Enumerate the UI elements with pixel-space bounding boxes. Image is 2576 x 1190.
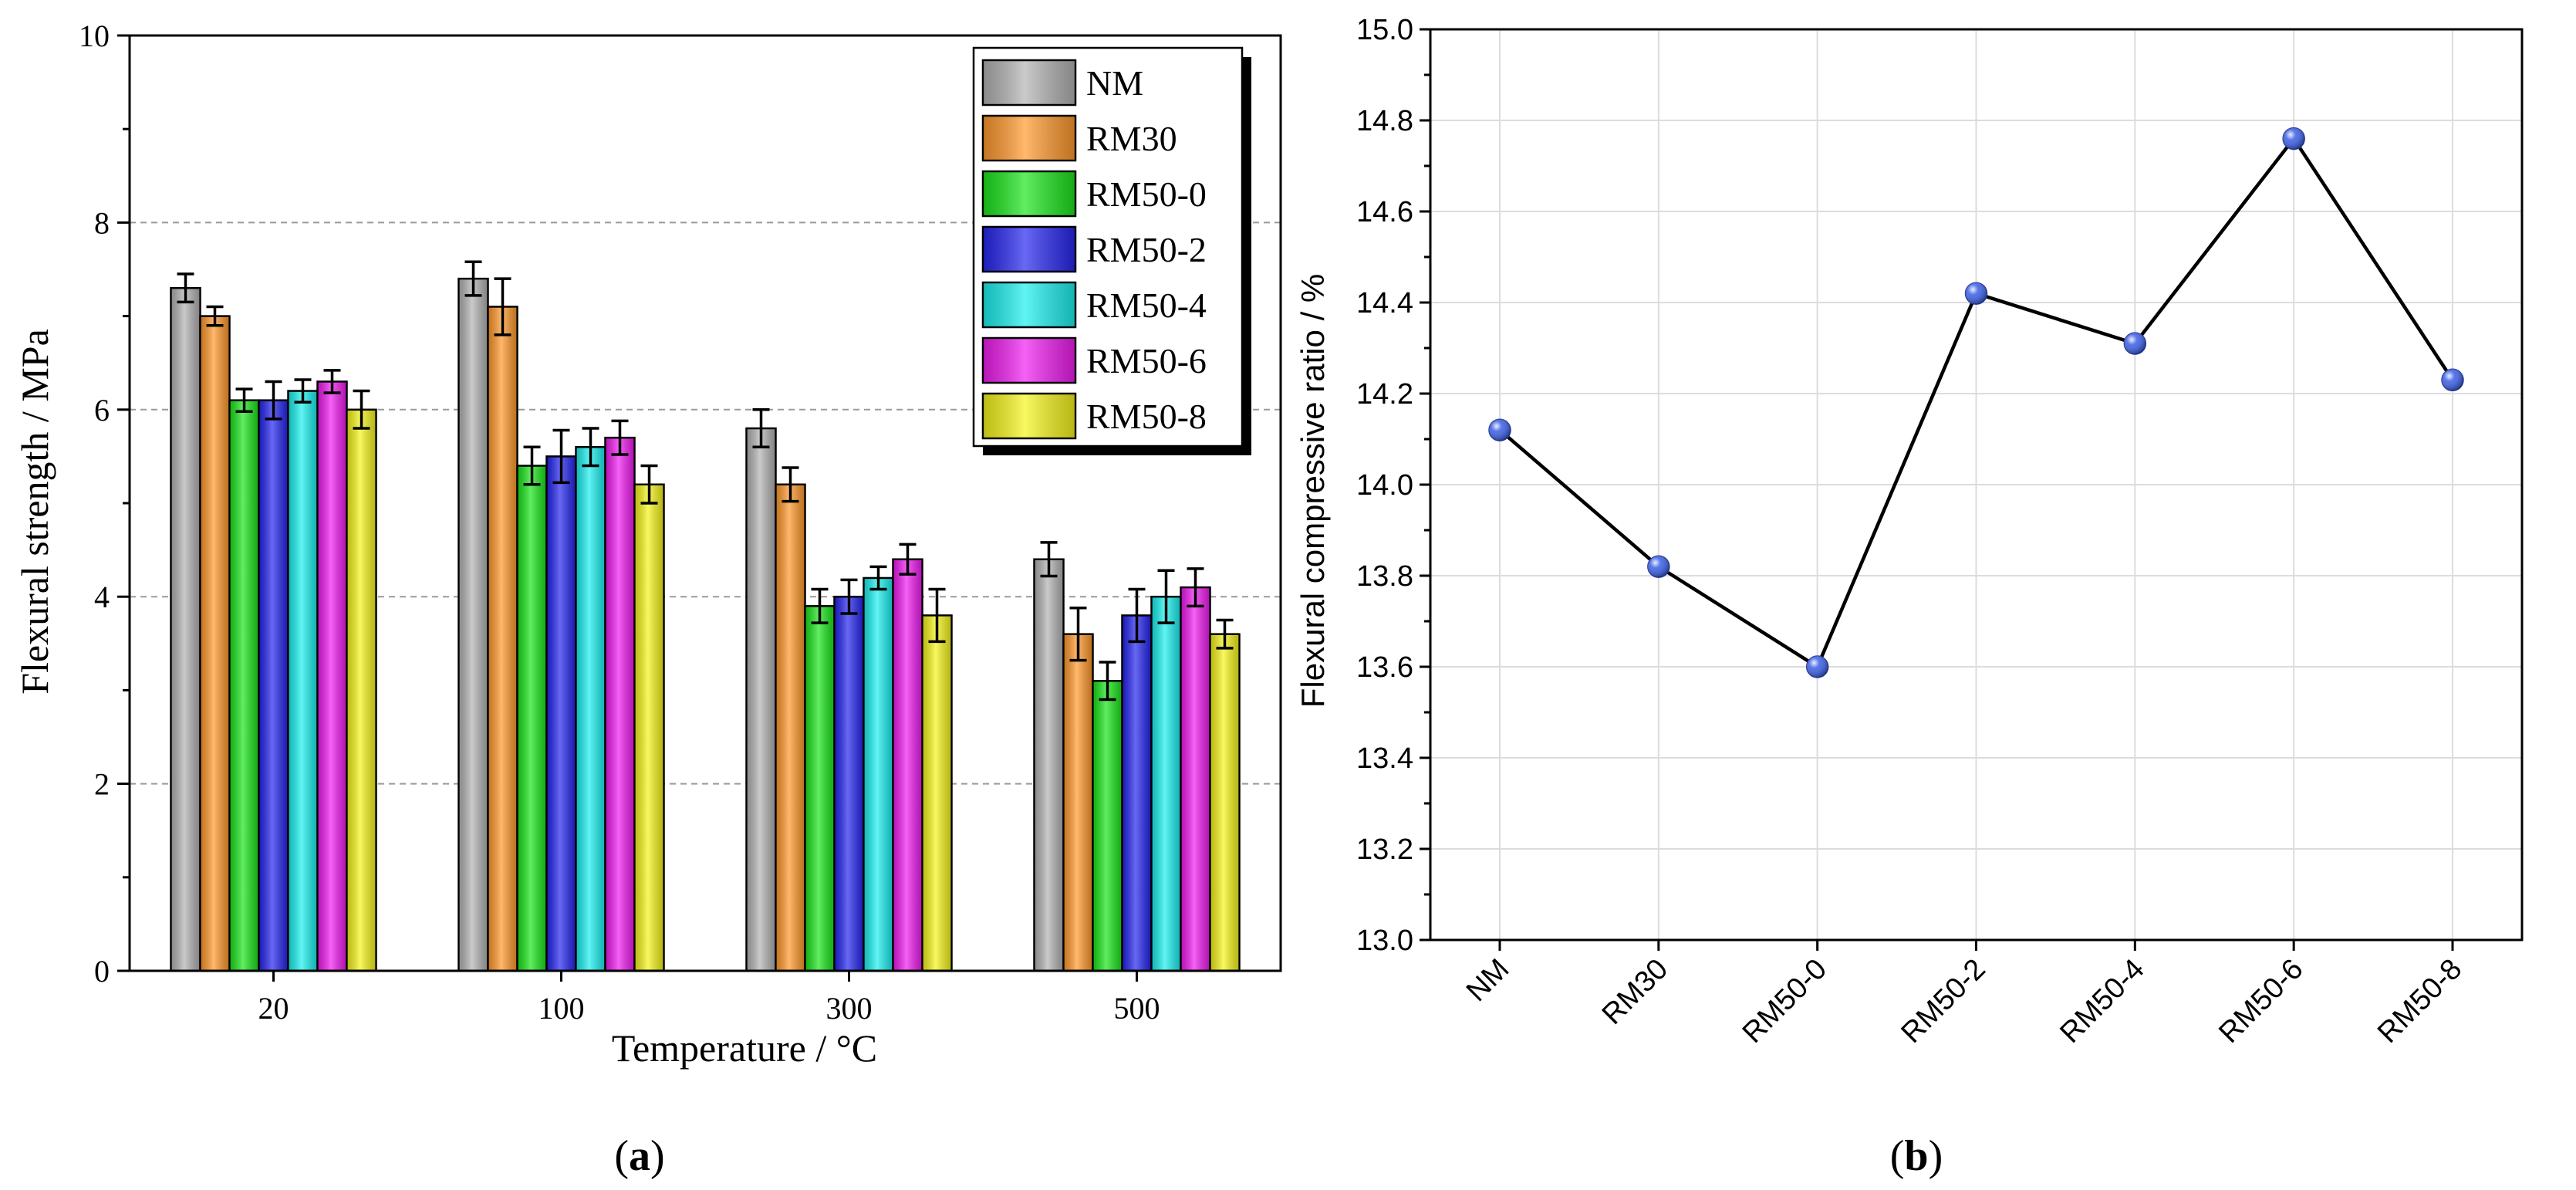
b-y-tick-label: 13.6 [1356, 651, 1413, 684]
a-bar-shade [231, 401, 258, 970]
b-y-tick-label: 14.6 [1356, 196, 1413, 228]
a-bar-shade [923, 616, 950, 970]
a-legend-swatch-shade [984, 339, 1075, 382]
a-bar-shade [260, 401, 287, 970]
a-x-tick-label: 20 [258, 991, 289, 1026]
b-point-highlight [2442, 369, 2463, 391]
a-legend-swatch-shade [984, 172, 1075, 215]
b-x-tick-label: RM50-6 [2213, 953, 2309, 1050]
a-bar-shade [518, 467, 545, 970]
a-bar-shade [201, 317, 228, 970]
a-legend-label: RM50-8 [1086, 397, 1207, 436]
b-point-highlight [1489, 419, 1511, 441]
b-y-tick-label: 13.0 [1356, 925, 1413, 957]
a-bar-shade [836, 597, 863, 970]
a-bar-shade [1123, 616, 1150, 970]
a-x-axis-title: Temperature / °C [612, 1026, 877, 1070]
a-y-tick-label: 8 [94, 205, 110, 240]
b-x-tick-label: RM50-8 [2372, 953, 2468, 1050]
b-point-highlight [1806, 656, 1828, 678]
b-point-highlight [1647, 556, 1670, 578]
a-legend-swatch-shade [984, 228, 1075, 271]
b-y-tick-label: 14.2 [1356, 378, 1413, 411]
a-y-tick-label: 2 [94, 767, 110, 802]
a-y-ticks: 0 2 4 6 8 10 [79, 19, 130, 989]
b-x-ticks: NM RM30 RM50-0 RM50-2 RM50-4 RM50-6 RM50-8 [1460, 940, 2468, 1050]
a-legend-swatch-shade [984, 394, 1075, 438]
a-legend-label: RM30 [1086, 119, 1177, 158]
a-legend-swatch-shade [984, 283, 1075, 326]
a-gridlines [130, 221, 1281, 785]
a-bar-shade [489, 307, 516, 970]
b-y-tick-label: 13.4 [1356, 742, 1413, 775]
a-bar-shade [548, 457, 575, 970]
b-point-highlight [2283, 127, 2305, 150]
b-x-tick-label: RM50-2 [1896, 953, 1992, 1050]
a-legend-label: RM50-6 [1086, 341, 1207, 380]
a-bar-shade [1153, 597, 1180, 970]
b-y-tick-label: 13.2 [1356, 833, 1413, 866]
a-bar-shade [748, 429, 775, 970]
a-bar-shade [636, 485, 663, 970]
a-bar-shade [577, 448, 604, 970]
a-legend-label: NM [1086, 63, 1143, 103]
a-bar-shade [319, 382, 346, 970]
a-bar-shade [348, 411, 375, 970]
a-legend-label: RM50-0 [1086, 174, 1207, 214]
b-y-tick-label: 14.0 [1356, 469, 1413, 502]
b-y-ticks: 13.0 13.2 13.4 13.6 13.8 14.0 14.2 14.4 14.6 14.8… [1356, 14, 1430, 957]
a-bar-shade [806, 607, 833, 970]
panel-a-bar-chart: 0 2 4 6 8 10 20 100 300 500 Temperature / °C Fle… [13, 19, 1282, 1180]
a-legend-label: RM50-4 [1086, 286, 1207, 325]
a-bar-shade [1211, 635, 1238, 970]
b-y-axis-title: Flexural compressive ratio / % [1295, 274, 1331, 708]
a-x-ticks: 20 100 300 500 [258, 971, 1160, 1026]
b-point-highlight [1965, 282, 1987, 305]
a-legend: NM RM30 RM50-0 RM50-2 RM50-4 RM50-6 RM50-8 [972, 46, 1251, 455]
b-y-tick-label: 13.8 [1356, 560, 1413, 593]
a-y-tick-label: 6 [94, 393, 110, 428]
b-x-tick-label: RM30 [1596, 953, 1674, 1031]
a-bar-shade [865, 579, 892, 970]
panel-b-line-chart: 13.0 13.2 13.4 13.6 13.8 14.0 14.2 14.4 14.6 14.8… [1295, 14, 2524, 1180]
a-panel-label: (a) [614, 1132, 664, 1180]
b-x-tick-label: RM50-0 [1737, 953, 1833, 1050]
a-legend-swatch-shade [984, 61, 1075, 104]
a-bars [170, 277, 1241, 972]
a-legend-label: RM50-2 [1086, 230, 1207, 269]
a-bar-shade [460, 279, 487, 970]
a-y-tick-label: 0 [94, 954, 110, 989]
b-panel-label: (b) [1890, 1132, 1943, 1180]
a-bar-shade [1182, 588, 1209, 970]
a-error-bars [177, 260, 1234, 701]
a-bar-shade [1094, 681, 1121, 970]
a-x-tick-label: 300 [826, 991, 873, 1026]
a-x-tick-label: 500 [1114, 991, 1160, 1026]
a-bar-shade [172, 289, 199, 970]
b-point-highlight [2124, 333, 2146, 355]
a-bar-shade [1065, 635, 1092, 970]
a-bar-shade [894, 560, 921, 970]
b-y-tick-label: 15.0 [1356, 14, 1413, 46]
b-gridlines [1430, 29, 2522, 940]
a-legend-swatch-shade [984, 117, 1075, 160]
a-bar-shade [606, 438, 633, 970]
a-y-axis-title: Flexural strength / MPa [13, 329, 56, 695]
a-x-tick-label: 100 [538, 991, 585, 1026]
b-y-tick-label: 14.8 [1356, 105, 1413, 137]
a-bar-shade [777, 485, 804, 970]
a-y-tick-label: 4 [94, 580, 110, 614]
a-bar-shade [289, 392, 316, 970]
b-points [1488, 127, 2464, 678]
a-bar-shade [1035, 560, 1062, 970]
b-y-tick-label: 14.4 [1356, 287, 1413, 319]
b-x-tick-label: NM [1460, 953, 1515, 1008]
b-x-tick-label: RM50-4 [2054, 953, 2150, 1050]
a-y-tick-label: 10 [79, 19, 110, 53]
